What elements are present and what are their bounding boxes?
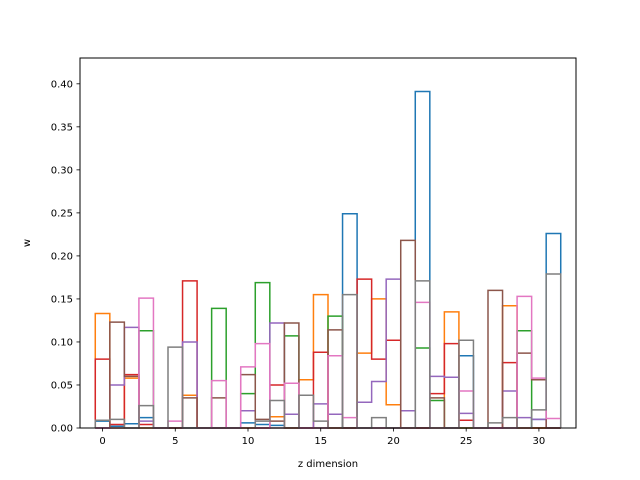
y-tick-label: 0.20 [51, 251, 73, 262]
y-tick-label: 0.10 [51, 337, 73, 348]
y-axis-label: w [22, 239, 33, 247]
x-tick-label: 20 [387, 436, 400, 447]
x-axis-ticks: 0 5 10 15 20 25 30 [99, 428, 545, 447]
x-tick-label: 30 [533, 436, 546, 447]
x-tick-label: 25 [460, 436, 473, 447]
x-axis-label: z dimension [298, 459, 358, 470]
y-tick-label: 0.30 [51, 165, 73, 176]
y-tick-label: 0.15 [51, 294, 73, 305]
y-axis-ticks: 0.00 0.05 0.10 0.15 0.20 0.25 0.30 0.35 0.40 [51, 79, 80, 435]
plot-area-frame [79, 57, 577, 429]
x-tick-label: 10 [242, 436, 255, 447]
y-tick-label: 0.25 [51, 208, 73, 219]
y-tick-label: 0.00 [51, 424, 73, 435]
x-tick-label: 0 [99, 436, 105, 447]
y-tick-label: 0.40 [51, 79, 73, 90]
x-tick-label: 5 [172, 436, 178, 447]
y-tick-label: 0.35 [51, 122, 73, 133]
y-tick-label: 0.05 [51, 380, 73, 391]
x-tick-label: 15 [314, 436, 327, 447]
